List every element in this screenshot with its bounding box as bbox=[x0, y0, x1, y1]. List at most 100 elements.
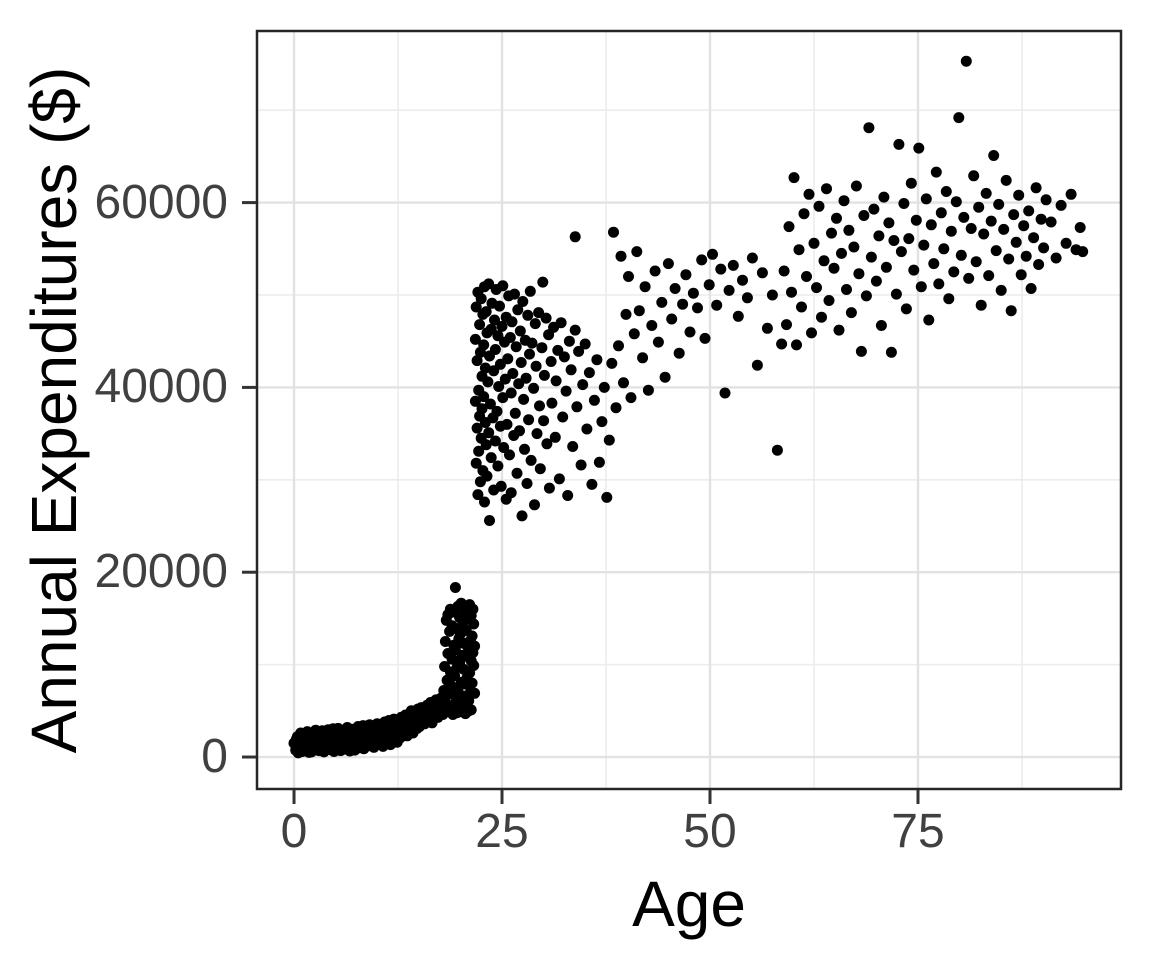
data-point bbox=[995, 284, 1007, 296]
data-point bbox=[479, 362, 491, 374]
data-point bbox=[860, 290, 872, 302]
data-point bbox=[766, 289, 778, 301]
data-point bbox=[531, 428, 543, 440]
data-point bbox=[469, 395, 481, 407]
data-point bbox=[910, 214, 922, 226]
data-point bbox=[470, 301, 482, 313]
data-point bbox=[569, 231, 581, 243]
data-point bbox=[491, 405, 503, 417]
data-point bbox=[646, 320, 658, 331]
data-point bbox=[1010, 236, 1022, 248]
data-point bbox=[494, 300, 505, 312]
data-point bbox=[1023, 205, 1035, 217]
data-point bbox=[990, 245, 1002, 257]
data-point bbox=[692, 302, 703, 314]
data-point bbox=[662, 258, 674, 270]
data-point bbox=[913, 142, 925, 154]
data-point bbox=[581, 423, 593, 435]
data-point bbox=[677, 298, 689, 310]
data-point bbox=[562, 490, 574, 501]
data-point bbox=[711, 299, 723, 311]
data-point bbox=[523, 414, 535, 426]
x-tick-label: 0 bbox=[280, 805, 308, 858]
data-point bbox=[1074, 222, 1086, 233]
data-point bbox=[567, 441, 579, 452]
data-point bbox=[466, 677, 478, 689]
data-point bbox=[915, 281, 927, 293]
data-point bbox=[463, 695, 475, 707]
x-tick-label: 75 bbox=[891, 805, 945, 858]
data-point bbox=[549, 431, 561, 443]
data-point bbox=[613, 340, 624, 352]
data-point bbox=[478, 339, 490, 351]
data-point bbox=[993, 198, 1005, 210]
data-point bbox=[826, 227, 837, 239]
data-point bbox=[516, 510, 528, 522]
data-point bbox=[836, 247, 847, 259]
data-point bbox=[577, 379, 589, 391]
data-point bbox=[920, 193, 932, 205]
data-point bbox=[504, 332, 516, 343]
data-point bbox=[771, 444, 783, 456]
data-point bbox=[666, 313, 678, 325]
data-point bbox=[596, 416, 608, 428]
data-point bbox=[890, 288, 902, 300]
data-point bbox=[439, 636, 451, 647]
data-point bbox=[808, 237, 820, 249]
data-point bbox=[481, 470, 493, 482]
data-point bbox=[449, 582, 461, 593]
data-point bbox=[1050, 252, 1062, 264]
data-point bbox=[511, 467, 523, 479]
data-point bbox=[525, 454, 537, 466]
data-point bbox=[963, 272, 975, 284]
data-point bbox=[543, 482, 555, 494]
data-point bbox=[519, 443, 530, 455]
data-point bbox=[965, 223, 977, 234]
data-point bbox=[988, 150, 1000, 161]
data-point bbox=[1013, 189, 1025, 201]
data-point bbox=[673, 347, 685, 359]
data-point bbox=[998, 223, 1010, 235]
data-point bbox=[696, 254, 708, 266]
data-point bbox=[791, 339, 802, 351]
data-point bbox=[473, 445, 485, 457]
data-point bbox=[823, 295, 835, 306]
data-point bbox=[727, 259, 739, 271]
data-point bbox=[680, 269, 692, 281]
data-point bbox=[538, 415, 550, 427]
data-point bbox=[756, 267, 768, 279]
data-point bbox=[1040, 194, 1052, 206]
data-point bbox=[870, 275, 882, 287]
data-point bbox=[950, 196, 962, 208]
data-point bbox=[492, 460, 504, 472]
data-point bbox=[642, 384, 654, 396]
data-point bbox=[555, 317, 567, 329]
data-point bbox=[1020, 250, 1032, 262]
data-point bbox=[601, 491, 613, 503]
data-point bbox=[813, 200, 825, 212]
data-point bbox=[598, 381, 610, 393]
data-point bbox=[479, 496, 490, 508]
data-point bbox=[468, 618, 480, 630]
data-point bbox=[831, 212, 842, 224]
data-point bbox=[888, 235, 900, 246]
data-point bbox=[505, 487, 517, 499]
data-point bbox=[497, 392, 509, 404]
data-point bbox=[541, 438, 553, 450]
data-point bbox=[496, 320, 508, 332]
data-point bbox=[631, 246, 643, 258]
data-point bbox=[482, 376, 494, 388]
data-point bbox=[534, 463, 546, 475]
data-point bbox=[573, 345, 585, 357]
data-point bbox=[591, 354, 603, 366]
data-point bbox=[845, 307, 857, 319]
data-point bbox=[618, 377, 629, 389]
data-point bbox=[628, 328, 640, 340]
data-point bbox=[469, 640, 481, 652]
data-point bbox=[659, 371, 671, 383]
data-point bbox=[783, 221, 795, 233]
data-point bbox=[501, 418, 513, 430]
data-point bbox=[1018, 220, 1030, 232]
